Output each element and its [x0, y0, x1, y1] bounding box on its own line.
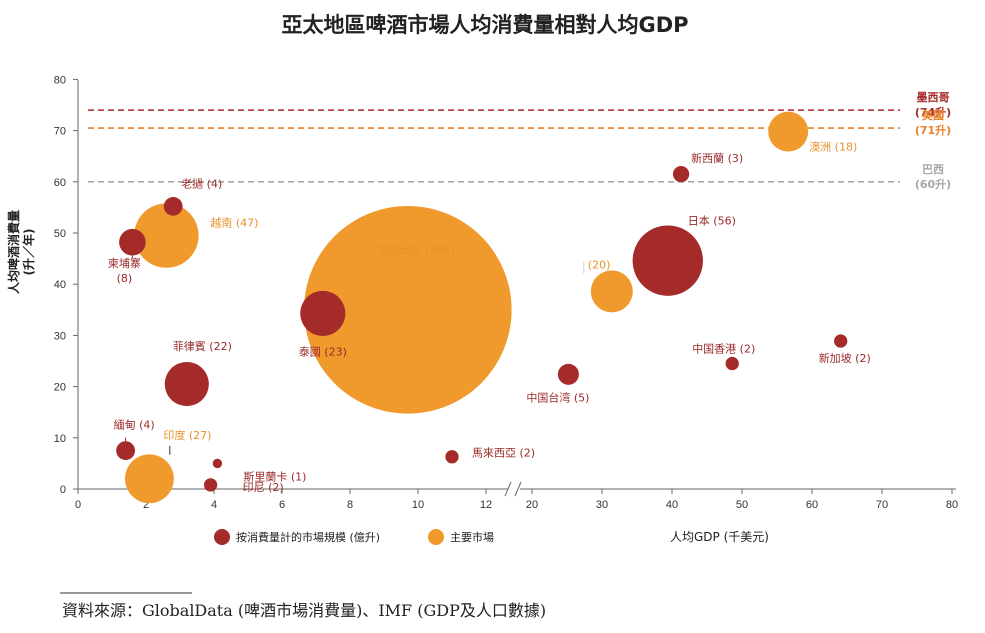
- bubble-label: 菲律賓 (22): [173, 339, 232, 353]
- bubble-label: 中国台湾 (5): [526, 390, 589, 404]
- bubble: [119, 228, 146, 256]
- x-tick-label: 20: [526, 499, 538, 511]
- source-note: 資料來源：GlobalData (啤酒市場消費量)、IMF (GDP及人口數據): [62, 601, 546, 620]
- x-tick-label: 6: [279, 499, 285, 511]
- bubble: [557, 363, 579, 385]
- bubble-label: 中国香港 (2): [692, 343, 755, 356]
- reference-line-name: 巴西: [922, 163, 944, 176]
- y-tick-label: 70: [54, 126, 66, 138]
- bubble-label: 斯里蘭卡 (1): [243, 470, 306, 483]
- bubble-label: 中国大陆 (488): [377, 243, 454, 257]
- x-tick-label: 70: [876, 499, 888, 511]
- bubble-label: 緬甸 (4): [114, 419, 155, 432]
- bubble-label-value: (8): [117, 272, 133, 285]
- bubble: [303, 205, 512, 414]
- bubble-label: 柬埔寨: [108, 256, 141, 270]
- bubble-label: 越南 (47): [210, 216, 258, 230]
- y-tick-label: 50: [54, 228, 66, 240]
- bubble-label: 馬來西亞 (2): [472, 447, 535, 460]
- y-tick-label: 10: [54, 433, 66, 445]
- reference-line-value: (71升): [915, 123, 951, 137]
- y-tick-label: 30: [54, 330, 66, 342]
- x-tick-label: 60: [806, 499, 818, 511]
- reference-line-name: 美國: [922, 108, 944, 122]
- y-tick-label: 0: [60, 484, 66, 496]
- reference-line-value: (60升): [915, 177, 951, 191]
- x-tick-label: 80: [946, 499, 958, 511]
- legend-label-major: 主要市場: [450, 530, 494, 544]
- chart-title: 亞太地區啤酒市場人均消費量相對人均GDP: [281, 13, 688, 37]
- bubble: [834, 334, 848, 348]
- bubble-label: 印度 (27): [163, 428, 211, 442]
- x-tick-label: 30: [596, 499, 608, 511]
- bubble: [672, 165, 690, 183]
- reference-lines: 墨西哥(74升)美國(71升) 巴西(60升): [88, 91, 951, 191]
- y-ticks: 0 10 20 30 40 50 60 70 80: [54, 74, 78, 496]
- reference-line-name: 墨西哥: [917, 91, 950, 104]
- bubble: [725, 356, 739, 371]
- bubble: [124, 454, 174, 504]
- legend: 按消費量計的市場規模 (億升) 主要市場: [214, 529, 494, 545]
- bubble-labels: 老撾 (4) 越南 (47) 柬埔寨 (8) 中国大陆 (488) 泰國 (23) 菲律賓 …: [108, 141, 871, 494]
- y-tick-label: 20: [54, 382, 66, 394]
- reference-line-value: (74升): [915, 105, 951, 119]
- y-tick-label: 80: [54, 74, 66, 86]
- bubble: [768, 111, 809, 152]
- bubble: [164, 361, 209, 407]
- x-tick-label: 2: [143, 499, 149, 511]
- bubble: [203, 478, 218, 492]
- bubbles: [116, 111, 848, 504]
- bubble: [116, 441, 135, 460]
- bubble: [163, 196, 183, 216]
- y-axis-label: 人均啤酒消費量: [6, 210, 21, 294]
- bubble-label: 泰國 (23): [299, 344, 347, 358]
- bubble: [212, 458, 223, 469]
- bubble-label: 老撾 (4): [181, 176, 222, 190]
- x-tick-label: 40: [666, 499, 678, 511]
- x-tick-label: 10: [412, 499, 424, 511]
- bubble: [134, 203, 199, 268]
- x-tick-label: 50: [736, 499, 748, 511]
- x-tick-label: 0: [75, 499, 81, 511]
- y-tick-label: 60: [54, 177, 66, 189]
- bubble-label: (20): [588, 258, 611, 271]
- bubble-label: 日本 (56): [688, 214, 736, 228]
- x-tick-label: 12: [480, 499, 492, 511]
- bubble: [300, 290, 346, 336]
- x-axis-label: 人均GDP (千美元): [670, 530, 769, 544]
- bubble: [632, 225, 703, 296]
- y-tick-label: 40: [54, 279, 66, 291]
- bubble-label: 澳洲 (18): [809, 141, 857, 154]
- x-tick-label: 4: [211, 499, 217, 511]
- bubble: [590, 270, 633, 313]
- x-ticks: 0 2 4 6 8 10 12 20 30 40 50 60 70 80: [75, 489, 958, 511]
- legend-label-market-size: 按消費量計的市場規模 (億升): [236, 530, 380, 544]
- bubble-label: 印尼 (2): [243, 481, 284, 494]
- legend-marker-major: [428, 529, 444, 545]
- bubble-label: 新西蘭 (3): [691, 151, 743, 165]
- y-axis-unit: (升／年): [21, 229, 36, 276]
- bubble-label: 新加坡 (2): [819, 351, 871, 365]
- x-tick-label: 8: [347, 499, 353, 511]
- legend-marker-market-size: [214, 529, 230, 545]
- bubble: [445, 450, 459, 464]
- axis-break-mark: [504, 481, 522, 497]
